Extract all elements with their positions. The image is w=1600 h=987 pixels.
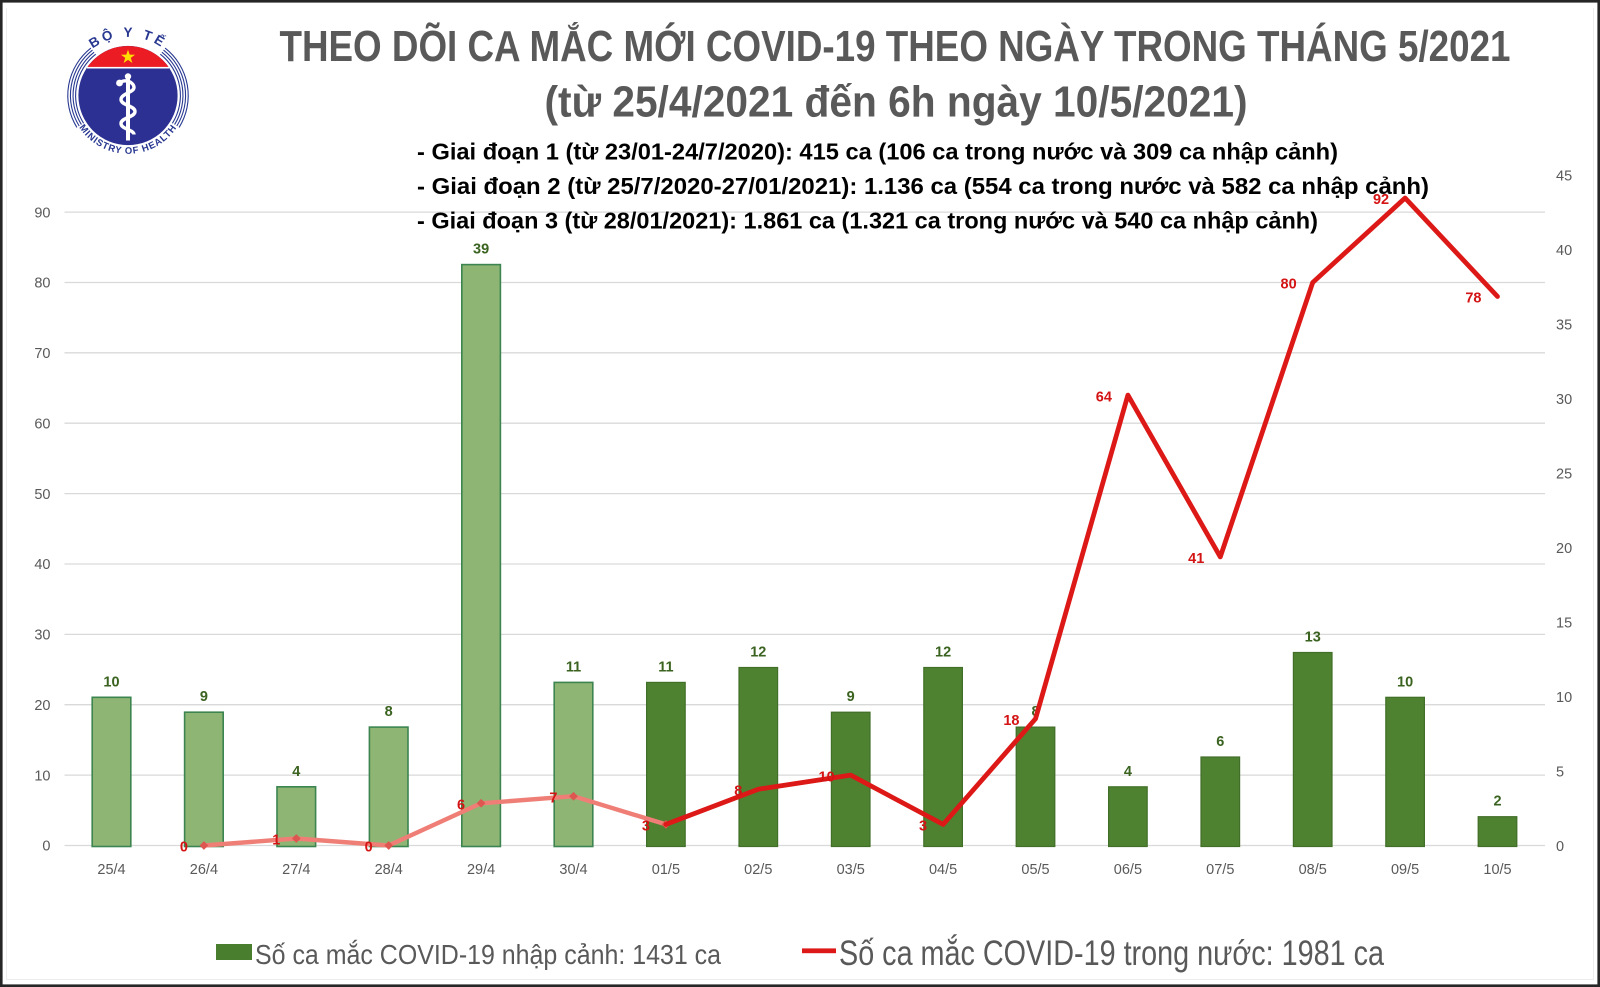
svg-text:6: 6	[1216, 734, 1224, 750]
svg-text:78: 78	[1465, 291, 1481, 307]
svg-text:(từ 25/4/2021 đến 6h ngày 10/5: (từ 25/4/2021 đến 6h ngày 10/5/2021)	[545, 78, 1248, 127]
svg-text:92: 92	[1373, 192, 1389, 208]
svg-text:09/5: 09/5	[1391, 862, 1419, 878]
svg-text:27/4: 27/4	[282, 862, 310, 878]
svg-text:3: 3	[642, 819, 650, 835]
svg-text:25/4: 25/4	[97, 862, 125, 878]
svg-text:6: 6	[457, 798, 465, 814]
svg-text:7: 7	[549, 790, 557, 806]
svg-text:03/5: 03/5	[837, 862, 865, 878]
svg-text:64: 64	[1096, 389, 1112, 405]
svg-text:10: 10	[1556, 690, 1572, 706]
svg-text:20: 20	[34, 698, 50, 714]
svg-text:40: 40	[34, 557, 50, 573]
svg-text:1: 1	[272, 833, 280, 849]
svg-text:04/5: 04/5	[929, 862, 957, 878]
svg-text:28/4: 28/4	[375, 862, 403, 878]
svg-text:08/5: 08/5	[1299, 862, 1327, 878]
svg-text:THEO DÕI CA MẮC MỚI COVID-19 T: THEO DÕI CA MẮC MỚI COVID-19 THEO NGÀY T…	[280, 21, 1511, 71]
svg-text:9: 9	[847, 689, 855, 705]
svg-text:0: 0	[365, 840, 373, 856]
svg-text:10/5: 10/5	[1483, 862, 1511, 878]
svg-text:- Giai đoạn 3 (từ 28/01/2021):: - Giai đoạn 3 (từ 28/01/2021): 1.861 ca …	[417, 208, 1318, 234]
svg-text:25: 25	[1556, 467, 1572, 483]
svg-text:10: 10	[103, 674, 119, 690]
svg-text:60: 60	[34, 416, 50, 432]
svg-text:8: 8	[734, 783, 742, 799]
svg-text:13: 13	[1305, 630, 1321, 646]
svg-text:4: 4	[1124, 764, 1132, 780]
svg-text:11: 11	[566, 659, 581, 675]
svg-text:50: 50	[34, 487, 50, 503]
svg-text:12: 12	[750, 645, 766, 661]
svg-text:02/5: 02/5	[744, 862, 772, 878]
svg-text:41: 41	[1188, 551, 1204, 567]
svg-text:4: 4	[292, 764, 300, 780]
svg-text:8: 8	[385, 704, 393, 720]
svg-text:- Giai đoạn 1 (từ 23/01-24/7/2: - Giai đoạn 1 (từ 23/01-24/7/2020): 415 …	[417, 139, 1338, 165]
svg-text:2: 2	[1493, 794, 1501, 810]
svg-text:Số ca mắc COVID-19 trong nước:: Số ca mắc COVID-19 trong nước: 1981 ca	[839, 934, 1384, 973]
svg-text:Số ca mắc COVID-19 nhập cảnh:: Số ca mắc COVID-19 nhập cảnh: 1431 ca	[255, 939, 721, 970]
svg-text:07/5: 07/5	[1206, 862, 1234, 878]
svg-text:10: 10	[819, 769, 835, 785]
svg-text:0: 0	[180, 840, 188, 856]
svg-text:18: 18	[1003, 713, 1019, 729]
svg-text:80: 80	[34, 276, 50, 292]
svg-text:5: 5	[1556, 765, 1564, 781]
svg-text:12: 12	[935, 645, 951, 661]
svg-text:01/5: 01/5	[652, 862, 680, 878]
svg-text:39: 39	[473, 242, 489, 258]
svg-text:70: 70	[34, 346, 50, 362]
svg-text:0: 0	[1556, 839, 1564, 855]
svg-text:35: 35	[1556, 318, 1572, 334]
svg-text:0: 0	[42, 839, 50, 855]
svg-text:- Giai đoạn 2 (từ 25/7/2020-27: - Giai đoạn 2 (từ 25/7/2020-27/01/2021):…	[417, 173, 1429, 199]
svg-text:15: 15	[1556, 616, 1572, 632]
svg-text:9: 9	[200, 689, 208, 705]
svg-text:90: 90	[34, 205, 50, 221]
svg-text:80: 80	[1281, 277, 1297, 293]
svg-text:10: 10	[34, 768, 50, 784]
svg-text:10: 10	[1397, 674, 1413, 690]
svg-text:40: 40	[1556, 243, 1572, 259]
svg-text:30: 30	[34, 628, 50, 644]
svg-text:45: 45	[1556, 169, 1572, 185]
svg-text:05/5: 05/5	[1021, 862, 1049, 878]
svg-text:20: 20	[1556, 541, 1572, 557]
svg-text:11: 11	[658, 659, 673, 675]
svg-text:06/5: 06/5	[1114, 862, 1142, 878]
svg-text:3: 3	[919, 819, 927, 835]
svg-text:26/4: 26/4	[190, 862, 218, 878]
svg-text:29/4: 29/4	[467, 862, 495, 878]
svg-text:30/4: 30/4	[559, 862, 587, 878]
svg-text:30: 30	[1556, 392, 1572, 408]
